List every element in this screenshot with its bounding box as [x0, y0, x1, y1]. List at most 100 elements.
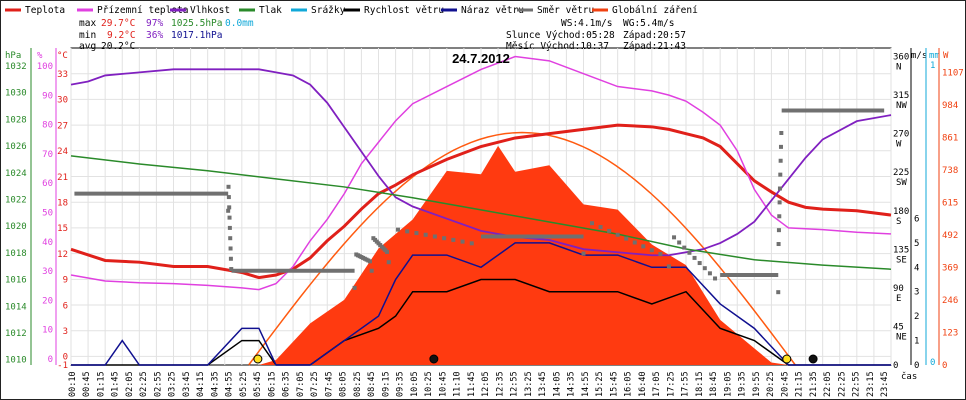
- x-tick: 22:25: [837, 371, 847, 397]
- x-tick: 11:10: [453, 371, 463, 397]
- wind-direction-point: [682, 245, 687, 250]
- wind-direction-point: [385, 249, 390, 254]
- wind-direction-point: [776, 242, 781, 247]
- wind-direction-point: [632, 240, 637, 245]
- x-tick: 10:05: [410, 371, 420, 397]
- x-tick: 03:25: [168, 371, 178, 397]
- x-tick: 10:45: [438, 371, 448, 397]
- wind-direction-point: [697, 261, 702, 266]
- sun-set-info: Západ:20:57: [623, 30, 686, 41]
- wind-direction-point: [423, 232, 428, 237]
- hpa-tick: 1010: [5, 356, 27, 366]
- hpa-tick: 1014: [5, 302, 27, 312]
- x-tick: 08:45: [367, 371, 377, 397]
- dir-tick: 180: [893, 207, 909, 217]
- wind-direction-point: [226, 184, 231, 189]
- c-unit-label: °C: [57, 51, 68, 61]
- dir-tick: 0: [893, 361, 898, 371]
- hpa-tick: 1022: [5, 196, 27, 206]
- wind-direction-point: [777, 200, 782, 205]
- pct-tick: 100: [37, 62, 53, 72]
- wind-direction-point: [451, 237, 456, 242]
- moonset-marker: [808, 354, 818, 364]
- hpa-tick: 1016: [5, 276, 27, 286]
- x-tick: 06:35: [282, 371, 292, 397]
- wind-direction-point: [352, 285, 357, 290]
- wind-direction-point: [666, 264, 671, 269]
- x-tick: 17:05: [652, 371, 662, 397]
- wind-direction-point: [590, 221, 595, 226]
- rad-tick: 615: [942, 199, 958, 209]
- dir-tick-compass: SE: [896, 255, 907, 265]
- x-tick: 09:35: [396, 371, 406, 397]
- x-tick: 21:35: [809, 371, 819, 397]
- hpa-tick: 1026: [5, 142, 27, 152]
- x-tick: 05:45: [253, 371, 263, 397]
- ms-tick: 1: [914, 337, 919, 347]
- pct-tick: 30: [42, 267, 53, 277]
- wind-direction-point: [777, 214, 782, 219]
- wind-direction-point: [778, 158, 783, 163]
- pct-tick: 90: [42, 91, 53, 101]
- wind-direction-point: [607, 228, 612, 233]
- x-tick: 22:55: [852, 371, 862, 397]
- rad-tick: 861: [942, 134, 958, 144]
- wind-direction-point: [432, 234, 437, 239]
- x-unit-label: čas: [901, 371, 917, 382]
- chart-legend: Teplota Přízemní teplota Vlhkost Tlak Srážky…: [5, 5, 698, 16]
- rad-tick: 738: [942, 166, 958, 176]
- wind-direction-point: [414, 231, 419, 236]
- wind-direction-point: [395, 227, 400, 232]
- moon-set-info: Západ:21:43: [623, 41, 686, 52]
- wind-direction-point: [469, 241, 474, 246]
- x-tick: 12:05: [481, 371, 491, 397]
- series-line-2: [70, 68, 892, 257]
- ms-tick: 2: [914, 312, 919, 322]
- pct-tick: 0: [48, 355, 53, 365]
- x-tick: 06:15: [267, 371, 277, 397]
- stat-max-rain: 0.0mm: [225, 18, 254, 29]
- dir-unit-label: m/s: [911, 51, 927, 61]
- c-tick: 3: [63, 327, 68, 337]
- x-tick: 15:45: [609, 371, 619, 397]
- wind-direction-point: [778, 172, 783, 177]
- wind-direction-point: [776, 290, 781, 295]
- wind-direction-point: [615, 232, 620, 237]
- x-tick: 16:40: [638, 371, 648, 397]
- x-tick: 19:35: [738, 371, 748, 397]
- stat-min-label: min: [79, 30, 96, 41]
- dir-tick: 45: [893, 322, 904, 332]
- x-tick: 18:45: [709, 371, 719, 397]
- c-tick: 12: [57, 250, 68, 260]
- wind-direction-point: [229, 267, 234, 272]
- wind-direction-point: [677, 240, 682, 245]
- dir-tick: 90: [893, 284, 904, 294]
- x-tick: 02:05: [125, 371, 135, 397]
- stat-max-label: max: [79, 18, 96, 29]
- rain-unit-label: mm: [929, 51, 940, 61]
- series-lines: [70, 55, 892, 366]
- wind-direction-point: [405, 229, 410, 234]
- rad-tick: 0: [942, 361, 947, 371]
- wind-direction-point: [369, 268, 374, 273]
- wind-direction-point: [367, 259, 372, 264]
- rad-tick: 246: [942, 296, 958, 306]
- wind-direction-point: [687, 250, 692, 255]
- x-tick: 09:15: [381, 371, 391, 397]
- wind-direction-point: [779, 130, 784, 135]
- rad-tick: 984: [942, 101, 958, 111]
- dir-tick-compass: S: [896, 217, 901, 227]
- dir-tick-compass: N: [896, 63, 901, 73]
- sunrise-marker: [253, 354, 263, 364]
- wind-direction-point: [778, 144, 783, 149]
- c-tick: 30: [57, 96, 68, 106]
- wind-direction-point: [692, 255, 697, 260]
- rad-tick: 123: [942, 329, 958, 339]
- moonrise-marker: [429, 354, 439, 364]
- rad-tick: 492: [942, 231, 958, 241]
- x-tick: 13:25: [524, 371, 534, 397]
- sunset-marker: [782, 354, 792, 364]
- x-tick: 05:25: [239, 371, 249, 397]
- x-tick: 00:45: [82, 371, 92, 397]
